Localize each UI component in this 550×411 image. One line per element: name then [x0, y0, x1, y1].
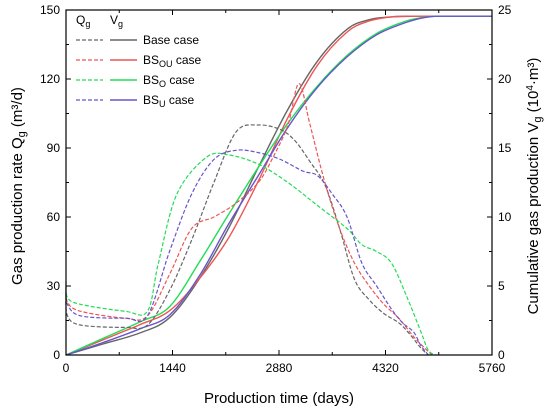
right-y-tick-label: 15 — [498, 141, 512, 155]
right-y-axis-title: Cumulative gas production Vg (104·m³) — [525, 58, 544, 315]
legend: Qg Vg Base case BSOU case BSO case BSU case — [76, 13, 202, 109]
left-y-tick-label: 120 — [40, 72, 60, 86]
left-y-tick-label: 150 — [40, 3, 60, 17]
legend-header-cumulative: Vg — [110, 13, 123, 29]
x-tick-label: 2880 — [266, 361, 293, 375]
cumulative-line-bsou — [65, 15, 492, 356]
right-y-tick-label: 0 — [498, 348, 505, 362]
x-tick-label: 0 — [63, 361, 70, 375]
right-y-tick-label: 20 — [498, 72, 512, 86]
legend-header-rate: Qg — [76, 13, 90, 29]
cumulative-line-bsu — [65, 15, 493, 356]
x-tick-label: 1440 — [159, 361, 186, 375]
left-y-tick-label: 60 — [47, 210, 61, 224]
legend-rows: Base case BSOU case BSO case BSU case — [76, 33, 202, 109]
right-y-tick-label: 5 — [498, 279, 505, 293]
cumulative-line-bso — [65, 15, 493, 356]
legend-label-base: Base case — [143, 33, 199, 47]
rate-line-bso — [65, 152, 437, 356]
left-y-tick-label: 0 — [53, 348, 60, 362]
legend-label-bso: BSO case — [143, 73, 195, 89]
cumulative-line-base — [65, 15, 492, 356]
left-y-tick-label: 90 — [47, 141, 61, 155]
rate-line-bsou — [65, 82, 433, 356]
legend-label-bsu: BSU case — [143, 93, 195, 109]
right-y-tick-label: 10 — [498, 210, 512, 224]
plot-lines — [65, 15, 493, 356]
right-y-tick-label: 25 — [498, 3, 512, 17]
plot-frame — [65, 9, 493, 356]
x-tick-label: 5760 — [479, 361, 506, 375]
left-y-axis-title: Gas production rate Qg (m³/d) — [9, 87, 28, 285]
rate-line-bsu — [65, 149, 429, 356]
rate-line-base — [65, 124, 429, 356]
legend-label-bsou: BSOU case — [143, 53, 202, 69]
left-y-tick-label: 30 — [47, 279, 61, 293]
x-tick-label: 4320 — [372, 361, 399, 375]
x-axis-title: Production time (days) — [204, 390, 354, 407]
